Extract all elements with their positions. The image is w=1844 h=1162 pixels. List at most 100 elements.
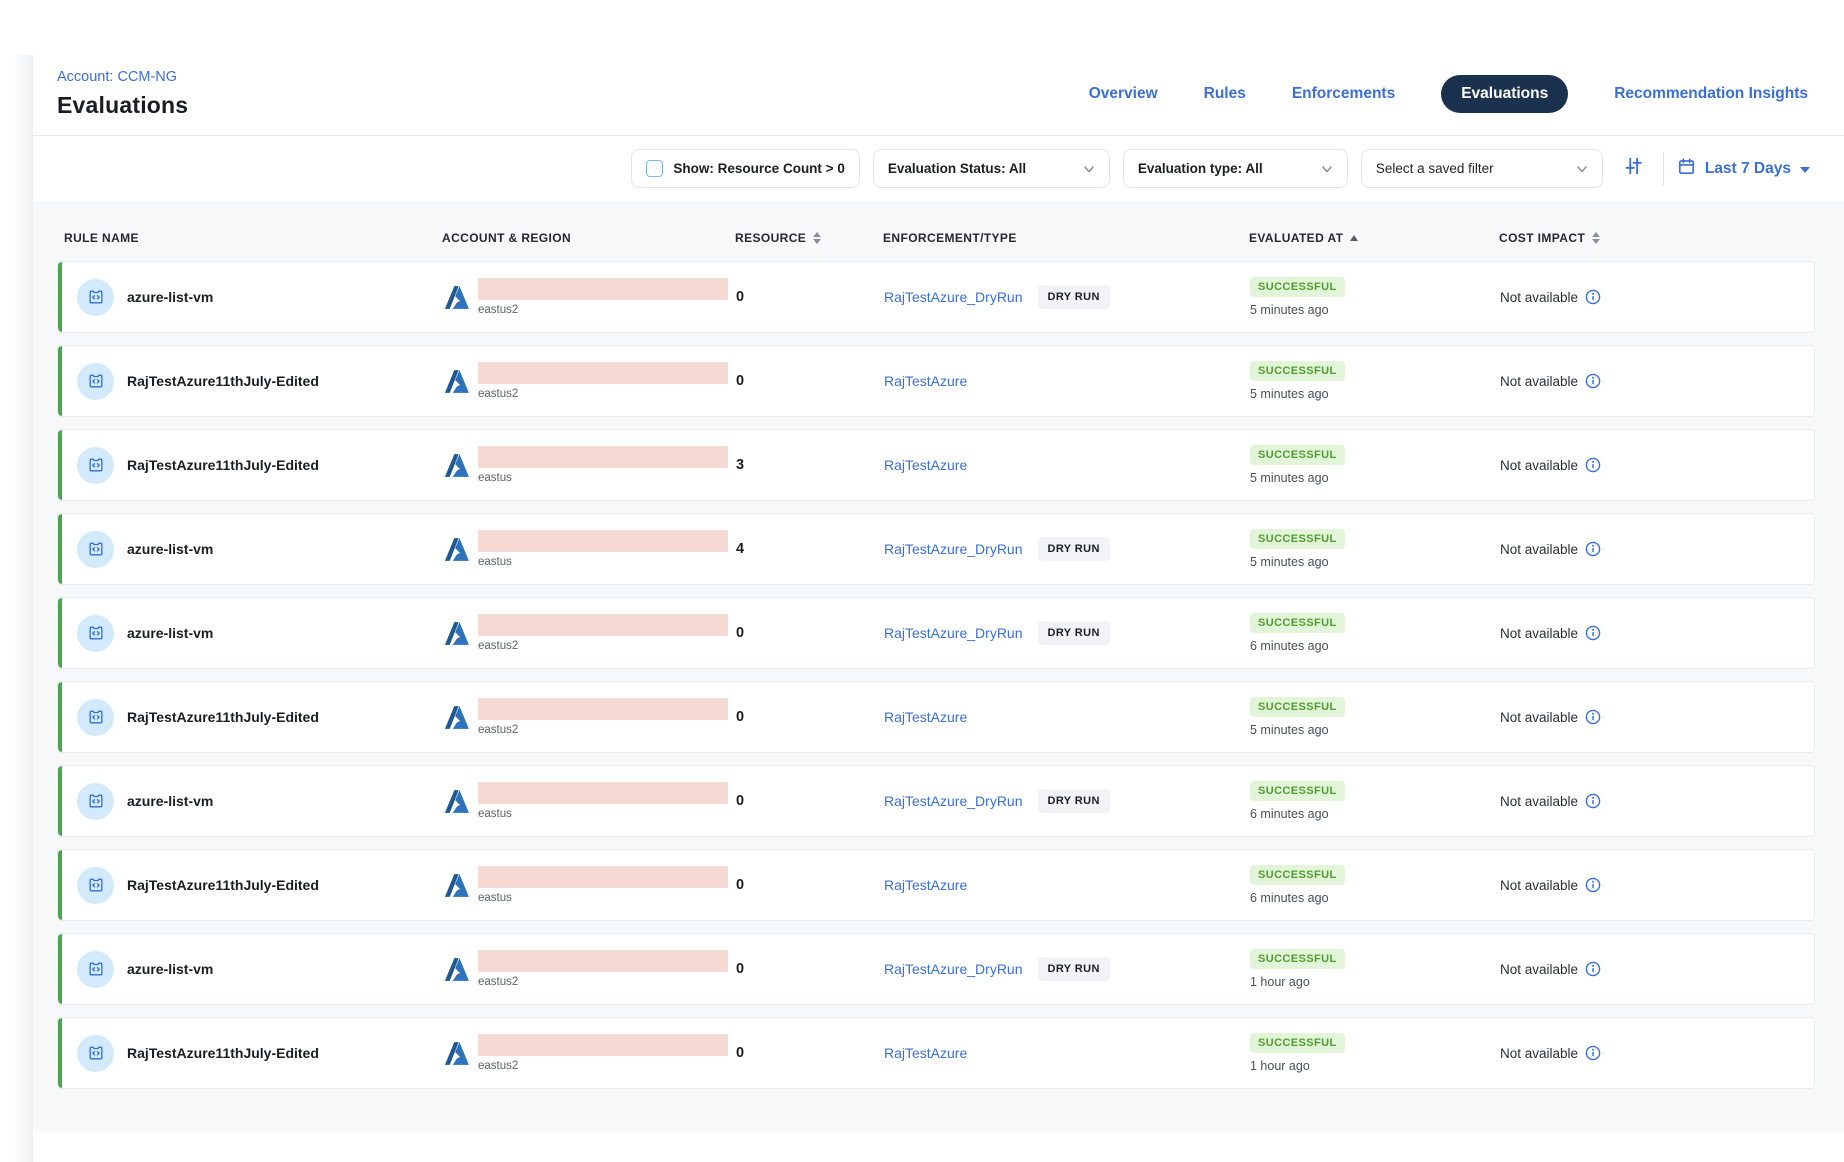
enforcement-link[interactable]: RajTestAzure <box>884 877 968 893</box>
cost-impact-cell: Not available <box>1500 541 1814 557</box>
col-cost-impact-sort[interactable]: COST IMPACT <box>1499 231 1815 245</box>
cost-impact-cell: Not available <box>1500 709 1814 725</box>
col-enforcement-type: ENFORCEMENT/TYPE <box>883 231 1017 245</box>
rule-name: azure-list-vm <box>127 793 214 809</box>
evaluated-at-cell: SUCCESSFUL 1 hour ago <box>1250 1033 1500 1073</box>
info-icon[interactable] <box>1585 457 1601 473</box>
rule-name: RajTestAzure11thJuly-Edited <box>127 457 319 473</box>
row-status-bar <box>58 934 62 1004</box>
evaluated-at-cell: SUCCESSFUL 5 minutes ago <box>1250 445 1500 485</box>
evaluation-type-select[interactable]: Evaluation type: All <box>1122 149 1348 188</box>
azure-icon <box>443 284 470 316</box>
table-row[interactable]: RajTestAzure11thJuly-Edited eastus2 0 Ra… <box>57 1017 1815 1089</box>
col-resource-sort[interactable]: RESOURCE <box>735 231 883 245</box>
enforcement-link[interactable]: RajTestAzure <box>884 457 968 473</box>
sort-asc-icon <box>1350 235 1359 241</box>
account-name-redacted <box>478 698 728 720</box>
enforcement-cell: RajTestAzure_DryRun DRY RUN <box>884 621 1250 645</box>
evaluated-time: 1 hour ago <box>1250 975 1310 989</box>
azure-icon <box>443 872 470 904</box>
rule-name-cell: azure-list-vm <box>58 950 443 988</box>
account-region-cell: eastus <box>443 866 736 904</box>
table-row[interactable]: azure-list-vm eastus2 0 RajTestAzure_Dry… <box>57 261 1815 333</box>
rule-name-cell: azure-list-vm <box>58 614 443 652</box>
evaluations-table: RULE NAME ACCOUNT & REGION RESOURCE ENFO… <box>33 201 1844 1131</box>
azure-icon <box>443 1040 470 1072</box>
account-info: eastus <box>478 446 728 484</box>
enforcement-link[interactable]: RajTestAzure_DryRun <box>884 793 1023 809</box>
tab-enforcements[interactable]: Enforcements <box>1291 85 1396 102</box>
region-label: eastus <box>478 472 512 484</box>
table-row[interactable]: RajTestAzure11thJuly-Edited eastus2 0 Ra… <box>57 345 1815 417</box>
status-badge: SUCCESSFUL <box>1250 361 1345 381</box>
tab-overview[interactable]: Overview <box>1088 85 1158 102</box>
show-resource-count-toggle[interactable]: Show: Resource Count > 0 <box>631 149 860 188</box>
col-evaluated-at-sort[interactable]: EVALUATED AT <box>1249 231 1499 245</box>
enforcement-link[interactable]: RajTestAzure_DryRun <box>884 289 1023 305</box>
rule-icon <box>77 278 114 316</box>
enforcement-cell: RajTestAzure DRY RUN <box>884 457 1250 473</box>
row-status-bar <box>58 682 62 752</box>
account-name-redacted <box>478 278 728 300</box>
table-row[interactable]: azure-list-vm eastus 4 RajTestAzure_DryR… <box>57 513 1815 585</box>
info-icon[interactable] <box>1585 289 1601 305</box>
account-info: eastus2 <box>478 1034 728 1072</box>
enforcement-link[interactable]: RajTestAzure_DryRun <box>884 961 1023 977</box>
account-breadcrumb[interactable]: Account: CCM-NG <box>57 69 178 85</box>
table-row[interactable]: azure-list-vm eastus2 0 RajTestAzure_Dry… <box>57 597 1815 669</box>
sidebar-edge <box>0 55 33 1162</box>
saved-filter-select[interactable]: Select a saved filter <box>1360 149 1603 188</box>
table-row[interactable]: RajTestAzure11thJuly-Edited eastus2 0 Ra… <box>57 681 1815 753</box>
azure-icon <box>443 368 470 400</box>
date-range-picker[interactable]: Last 7 Days <box>1677 157 1814 181</box>
tab-rules[interactable]: Rules <box>1203 85 1246 102</box>
cost-impact-value: Not available <box>1500 709 1579 725</box>
evaluated-at-cell: SUCCESSFUL 6 minutes ago <box>1250 781 1500 821</box>
table-row[interactable]: RajTestAzure11thJuly-Edited eastus 3 Raj… <box>57 429 1815 501</box>
enforcement-link[interactable]: RajTestAzure_DryRun <box>884 541 1023 557</box>
evaluations-page: Account: CCM-NG Evaluations Overview Rul… <box>33 55 1844 1162</box>
tab-evaluations[interactable]: Evaluations <box>1441 75 1569 113</box>
row-status-bar <box>58 514 62 584</box>
row-status-bar <box>58 598 62 668</box>
info-icon[interactable] <box>1585 961 1601 977</box>
evaluated-at-cell: SUCCESSFUL 6 minutes ago <box>1250 865 1500 905</box>
enforcement-cell: RajTestAzure_DryRun DRY RUN <box>884 537 1250 561</box>
enforcement-cell: RajTestAzure_DryRun DRY RUN <box>884 957 1250 981</box>
cost-impact-value: Not available <box>1500 541 1579 557</box>
table-row[interactable]: RajTestAzure11thJuly-Edited eastus 0 Raj… <box>57 849 1815 921</box>
enforcement-link[interactable]: RajTestAzure <box>884 373 968 389</box>
cost-impact-cell: Not available <box>1500 877 1814 893</box>
enforcement-cell: RajTestAzure_DryRun DRY RUN <box>884 285 1250 309</box>
rule-name-cell: azure-list-vm <box>58 530 443 568</box>
table-row[interactable]: azure-list-vm eastus 0 RajTestAzure_DryR… <box>57 765 1815 837</box>
info-icon[interactable] <box>1585 709 1601 725</box>
azure-icon <box>443 536 470 568</box>
row-status-bar <box>58 430 62 500</box>
dry-run-badge: DRY RUN <box>1037 285 1110 309</box>
info-icon[interactable] <box>1585 1045 1601 1061</box>
enforcement-link[interactable]: RajTestAzure_DryRun <box>884 625 1023 641</box>
info-icon[interactable] <box>1585 793 1601 809</box>
azure-icon <box>443 956 470 988</box>
account-info: eastus2 <box>478 278 728 316</box>
table-row[interactable]: azure-list-vm eastus2 0 RajTestAzure_Dry… <box>57 933 1815 1005</box>
evaluated-time: 5 minutes ago <box>1250 723 1329 737</box>
account-region-cell: eastus <box>443 782 736 820</box>
info-icon[interactable] <box>1585 877 1601 893</box>
enforcement-link[interactable]: RajTestAzure <box>884 1045 968 1061</box>
enforcement-link[interactable]: RajTestAzure <box>884 709 968 725</box>
page-title: Evaluations <box>57 92 189 118</box>
status-badge: SUCCESSFUL <box>1250 697 1345 717</box>
evaluation-status-select[interactable]: Evaluation Status: All <box>872 149 1110 188</box>
tab-recommendation-insights[interactable]: Recommendation Insights <box>1614 85 1808 102</box>
account-region-cell: eastus2 <box>443 950 736 988</box>
info-icon[interactable] <box>1585 541 1601 557</box>
checkbox-icon[interactable] <box>646 160 664 177</box>
filter-panel-button[interactable] <box>1616 152 1650 186</box>
account-info: eastus2 <box>478 950 728 988</box>
show-resource-count-label: Show: Resource Count > 0 <box>673 161 845 176</box>
info-icon[interactable] <box>1585 373 1601 389</box>
rule-icon <box>77 782 114 820</box>
info-icon[interactable] <box>1585 625 1601 641</box>
